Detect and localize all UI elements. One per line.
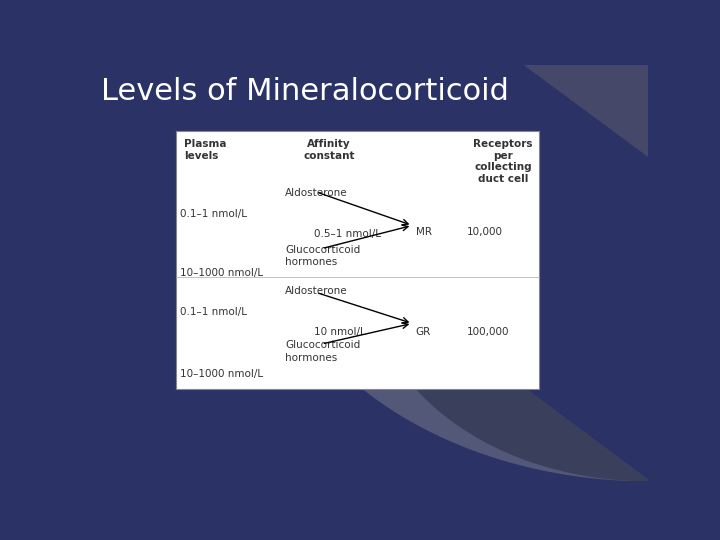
Polygon shape (526, 65, 648, 156)
Text: 100,000: 100,000 (467, 327, 509, 338)
Text: Glucocorticoid
hormones: Glucocorticoid hormones (285, 340, 361, 362)
Polygon shape (369, 273, 648, 481)
Text: GR: GR (416, 327, 431, 338)
FancyBboxPatch shape (176, 131, 539, 389)
Text: 0.1–1 nmol/L: 0.1–1 nmol/L (180, 307, 247, 316)
Text: Aldosterone: Aldosterone (285, 286, 348, 296)
Polygon shape (258, 190, 648, 481)
Text: Glucocorticoid
hormones: Glucocorticoid hormones (285, 245, 361, 267)
Text: MR: MR (416, 227, 432, 237)
Text: Receptors
per
collecting
duct cell: Receptors per collecting duct cell (473, 139, 533, 184)
Text: 0.1–1 nmol/L: 0.1–1 nmol/L (180, 208, 247, 219)
Text: 0.5–1 nmol/L: 0.5–1 nmol/L (315, 230, 382, 239)
Text: Levels of Mineralocorticoid: Levels of Mineralocorticoid (101, 77, 509, 106)
Text: 10–1000 nmol/L: 10–1000 nmol/L (180, 268, 264, 278)
Text: 10,000: 10,000 (467, 227, 503, 237)
Text: Aldosterone: Aldosterone (285, 188, 348, 198)
Text: 10–1000 nmol/L: 10–1000 nmol/L (180, 368, 264, 379)
Text: 10 nmol/L: 10 nmol/L (315, 327, 366, 338)
Text: Plasma
levels: Plasma levels (184, 139, 226, 161)
Text: Affinity
constant: Affinity constant (303, 139, 354, 161)
